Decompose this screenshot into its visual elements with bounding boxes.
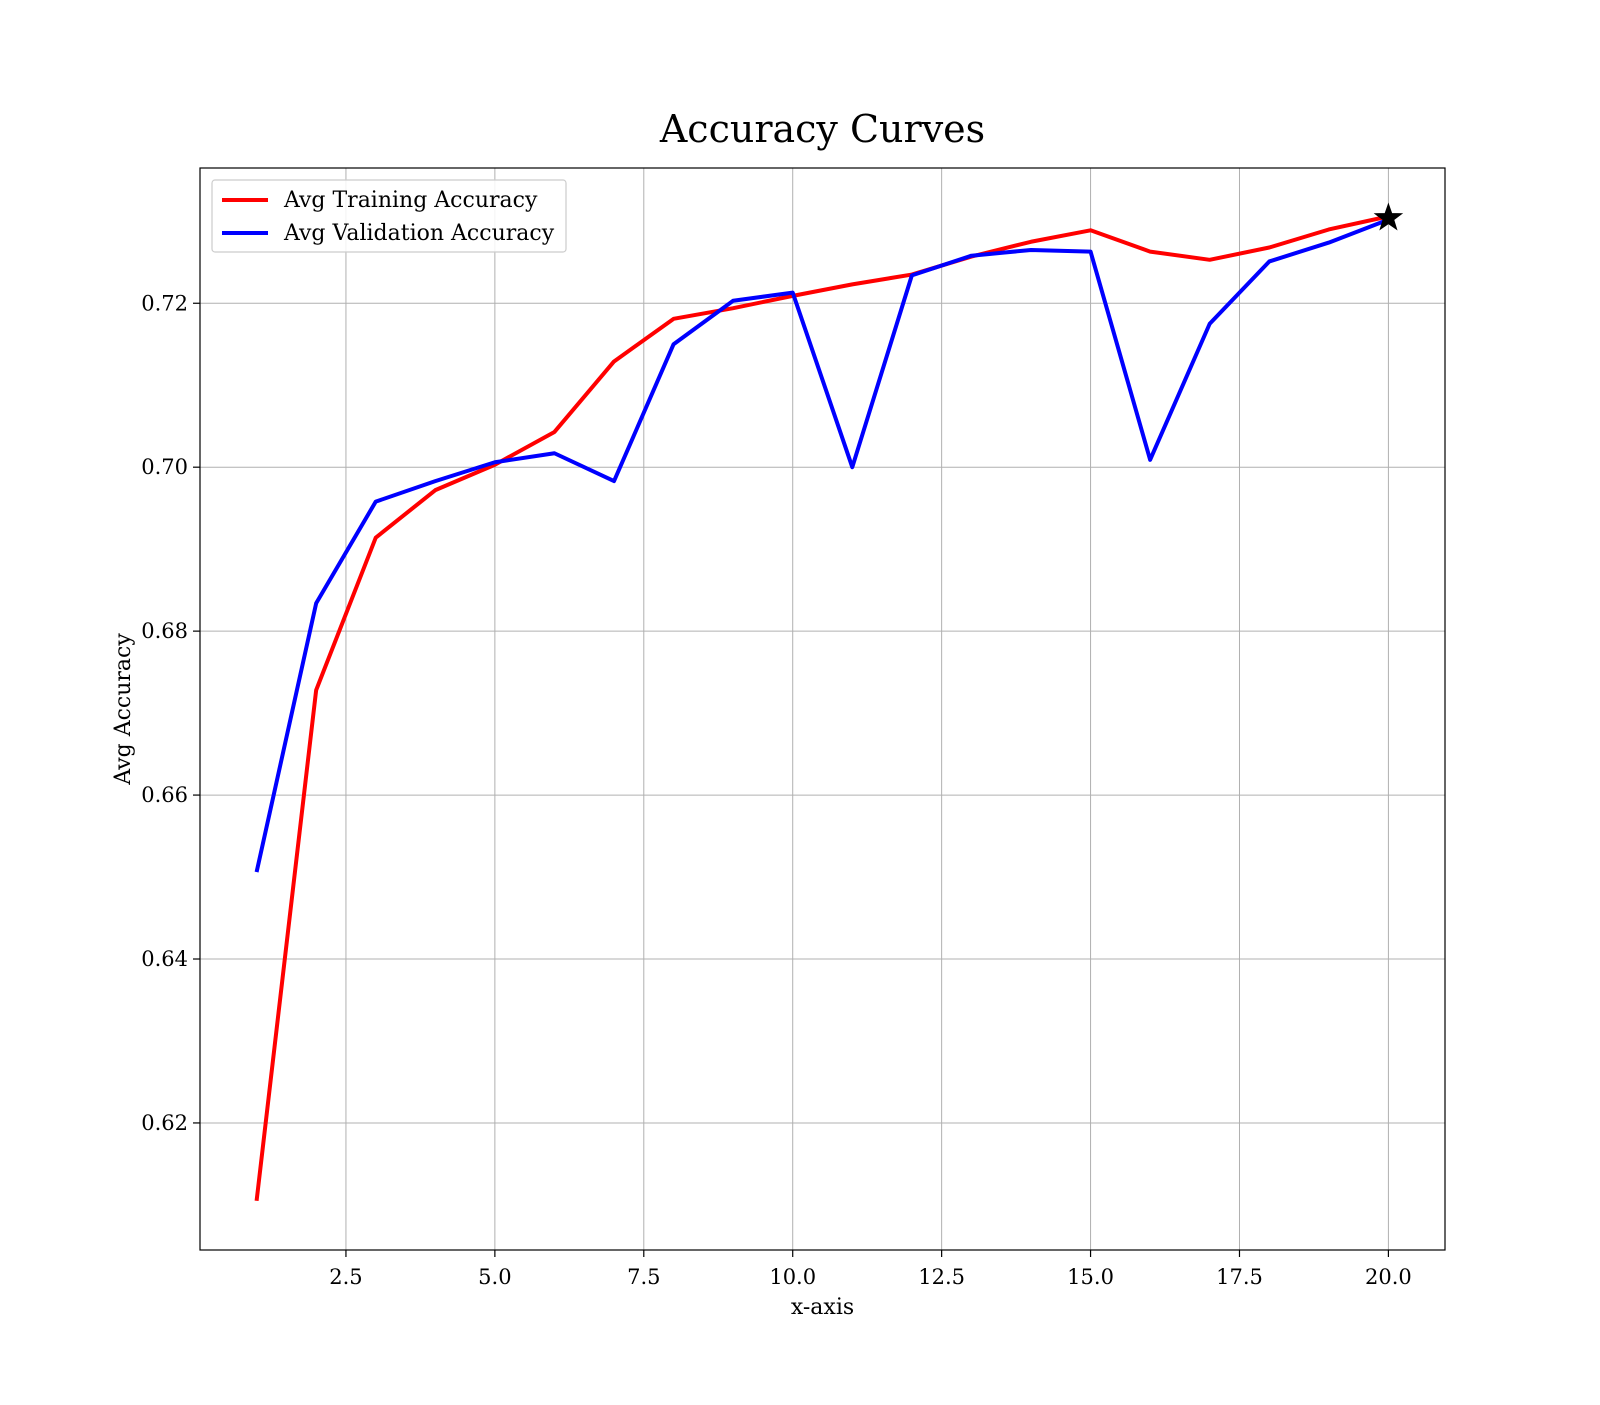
chart-title: Accuracy Curves [659,107,985,151]
y-tick-label: 0.64 [141,947,188,971]
best-point-star-marker [1373,202,1404,231]
x-axis-label: x-axis [791,1295,854,1320]
markers [1373,202,1404,231]
training-accuracy-line [254,214,1389,1202]
y-axis-label: Avg Accuracy [111,633,136,786]
legend: Avg Training Accuracy Avg Validation Acc… [211,179,567,253]
x-tick-label: 5.0 [478,1265,511,1289]
x-tick-label: 12.5 [918,1265,965,1289]
validation-accuracy-line [254,217,1390,873]
x-tick-label: 10.0 [769,1265,816,1289]
x-tick-label: 20.0 [1365,1265,1412,1289]
legend-label-training: Avg Training Accuracy [283,188,538,213]
y-tick-label: 0.68 [141,619,188,643]
x-tick-label: 2.5 [329,1265,362,1289]
y-tick-label: 0.72 [141,291,188,315]
x-tick-label: 17.5 [1216,1265,1263,1289]
x-tick-label: 15.0 [1067,1265,1114,1289]
x-tick-label: 7.5 [627,1265,660,1289]
grid-lines [200,168,1445,1250]
y-tick-label: 0.66 [141,783,188,807]
legend-box [211,179,567,253]
legend-label-validation: Avg Validation Accuracy [283,221,555,246]
y-tick-label: 0.62 [141,1111,188,1135]
y-tick-label: 0.70 [141,455,188,479]
axis-ticks: 2.5 5.0 7.5 10.0 12.5 15.0 17.5 20.0 0.62 0.64 0.6… [141,291,1412,1289]
series-lines [254,214,1390,1202]
plot-frame [199,167,1446,1251]
